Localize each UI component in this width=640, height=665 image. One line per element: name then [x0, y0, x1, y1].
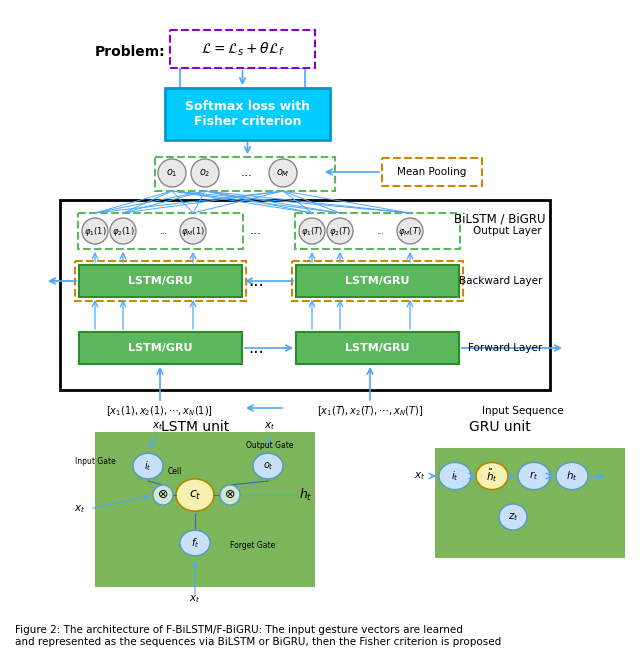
Circle shape	[397, 218, 423, 244]
Text: $\varphi_1(1)$: $\varphi_1(1)$	[84, 225, 106, 237]
Text: LSTM/GRU: LSTM/GRU	[128, 343, 193, 353]
Text: $x_t$: $x_t$	[152, 420, 164, 432]
Circle shape	[327, 218, 353, 244]
Text: Forget Gate: Forget Gate	[230, 541, 275, 551]
Circle shape	[269, 159, 297, 187]
Text: GRU unit: GRU unit	[469, 420, 531, 434]
Circle shape	[299, 218, 325, 244]
Text: $r_t$: $r_t$	[529, 469, 539, 482]
Text: BiLSTM / BiGRU: BiLSTM / BiGRU	[454, 212, 545, 225]
Text: Forward Layer: Forward Layer	[468, 343, 542, 353]
Text: $\varphi_2(T)$: $\varphi_2(T)$	[329, 225, 351, 237]
Text: $o_2$: $o_2$	[199, 167, 211, 179]
Bar	[78, 213, 243, 249]
Text: ...: ...	[250, 225, 262, 237]
Text: $o_M$: $o_M$	[276, 167, 290, 179]
Bar	[170, 30, 315, 68]
Text: $\varphi_M(1)$: $\varphi_M(1)$	[181, 225, 205, 237]
Circle shape	[153, 485, 173, 505]
Circle shape	[158, 159, 186, 187]
Text: Output Gate: Output Gate	[246, 442, 294, 450]
Circle shape	[110, 218, 136, 244]
Circle shape	[82, 218, 108, 244]
Bar	[382, 158, 482, 186]
Text: ...: ...	[376, 227, 384, 235]
Text: Problem:: Problem:	[95, 45, 166, 59]
Text: $z_t$: $z_t$	[508, 511, 518, 523]
Text: LSTM/GRU: LSTM/GRU	[128, 276, 193, 286]
Ellipse shape	[499, 504, 527, 530]
Bar	[165, 88, 330, 140]
Text: Cell: Cell	[168, 467, 182, 477]
Text: $\varphi_1(T)$: $\varphi_1(T)$	[301, 225, 323, 237]
Bar	[60, 200, 550, 390]
Ellipse shape	[476, 462, 508, 489]
Text: Output Layer: Output Layer	[474, 226, 542, 236]
Ellipse shape	[180, 530, 210, 556]
Text: Input Gate: Input Gate	[76, 458, 116, 467]
Bar	[79, 332, 242, 364]
Text: $x_t$: $x_t$	[264, 420, 276, 432]
Bar	[75, 261, 246, 301]
Ellipse shape	[439, 462, 471, 489]
Text: $[x_1(1), x_2(1), \cdots, x_N(1)]$: $[x_1(1), x_2(1), \cdots, x_N(1)]$	[106, 404, 214, 418]
Ellipse shape	[556, 462, 588, 489]
Ellipse shape	[518, 462, 550, 489]
Bar	[79, 265, 242, 297]
Text: $\tilde{h}_t$: $\tilde{h}_t$	[486, 467, 498, 484]
Text: ...: ...	[248, 272, 264, 290]
Ellipse shape	[176, 479, 214, 511]
Text: $\mathcal{L} = \mathcal{L}_s + \theta\mathcal{L}_f$: $\mathcal{L} = \mathcal{L}_s + \theta\ma…	[200, 41, 284, 58]
Text: $x_t$: $x_t$	[189, 593, 201, 605]
Text: $i_t$: $i_t$	[451, 469, 459, 483]
Text: Mean Pooling: Mean Pooling	[397, 167, 467, 177]
Text: Softmax loss with
Fisher criterion: Softmax loss with Fisher criterion	[185, 100, 310, 128]
Ellipse shape	[133, 454, 163, 479]
Text: ...: ...	[241, 166, 253, 180]
Text: Input Sequence: Input Sequence	[482, 406, 564, 416]
Text: Backward Layer: Backward Layer	[459, 276, 542, 286]
Text: $\varphi_2(1)$: $\varphi_2(1)$	[111, 225, 134, 237]
Circle shape	[220, 485, 240, 505]
Text: $i_t$: $i_t$	[144, 459, 152, 473]
Ellipse shape	[253, 454, 283, 479]
Bar	[435, 448, 625, 558]
Text: $f_t$: $f_t$	[191, 536, 199, 550]
Text: $o_t$: $o_t$	[262, 460, 273, 472]
Bar	[95, 432, 315, 587]
Bar	[295, 213, 460, 249]
Text: $[x_1(T), x_2(T), \cdots, x_N(T)]$: $[x_1(T), x_2(T), \cdots, x_N(T)]$	[317, 404, 423, 418]
Text: LSTM/GRU: LSTM/GRU	[345, 276, 410, 286]
Text: LSTM/GRU: LSTM/GRU	[345, 343, 410, 353]
Text: Figure 2: The architecture of F-BiLSTM/F-BiGRU: The input gesture vectors are le: Figure 2: The architecture of F-BiLSTM/F…	[15, 625, 501, 646]
Circle shape	[191, 159, 219, 187]
Text: $c_t$: $c_t$	[189, 489, 202, 501]
Bar	[296, 332, 459, 364]
Text: LSTM unit: LSTM unit	[161, 420, 229, 434]
Text: $x_t$: $x_t$	[74, 503, 86, 515]
Text: $\otimes$: $\otimes$	[157, 489, 169, 501]
Circle shape	[180, 218, 206, 244]
Text: ...: ...	[248, 339, 264, 357]
Text: $\otimes$: $\otimes$	[225, 489, 236, 501]
Text: ...: ...	[159, 227, 167, 235]
Text: $h_t$: $h_t$	[299, 487, 313, 503]
Text: $h_t$: $h_t$	[566, 469, 578, 483]
Bar	[296, 265, 459, 297]
Text: $\varphi_M(T)$: $\varphi_M(T)$	[398, 225, 422, 237]
Bar	[292, 261, 463, 301]
Bar	[155, 157, 335, 191]
Text: $o_1$: $o_1$	[166, 167, 178, 179]
Text: $x_t$: $x_t$	[414, 470, 426, 482]
